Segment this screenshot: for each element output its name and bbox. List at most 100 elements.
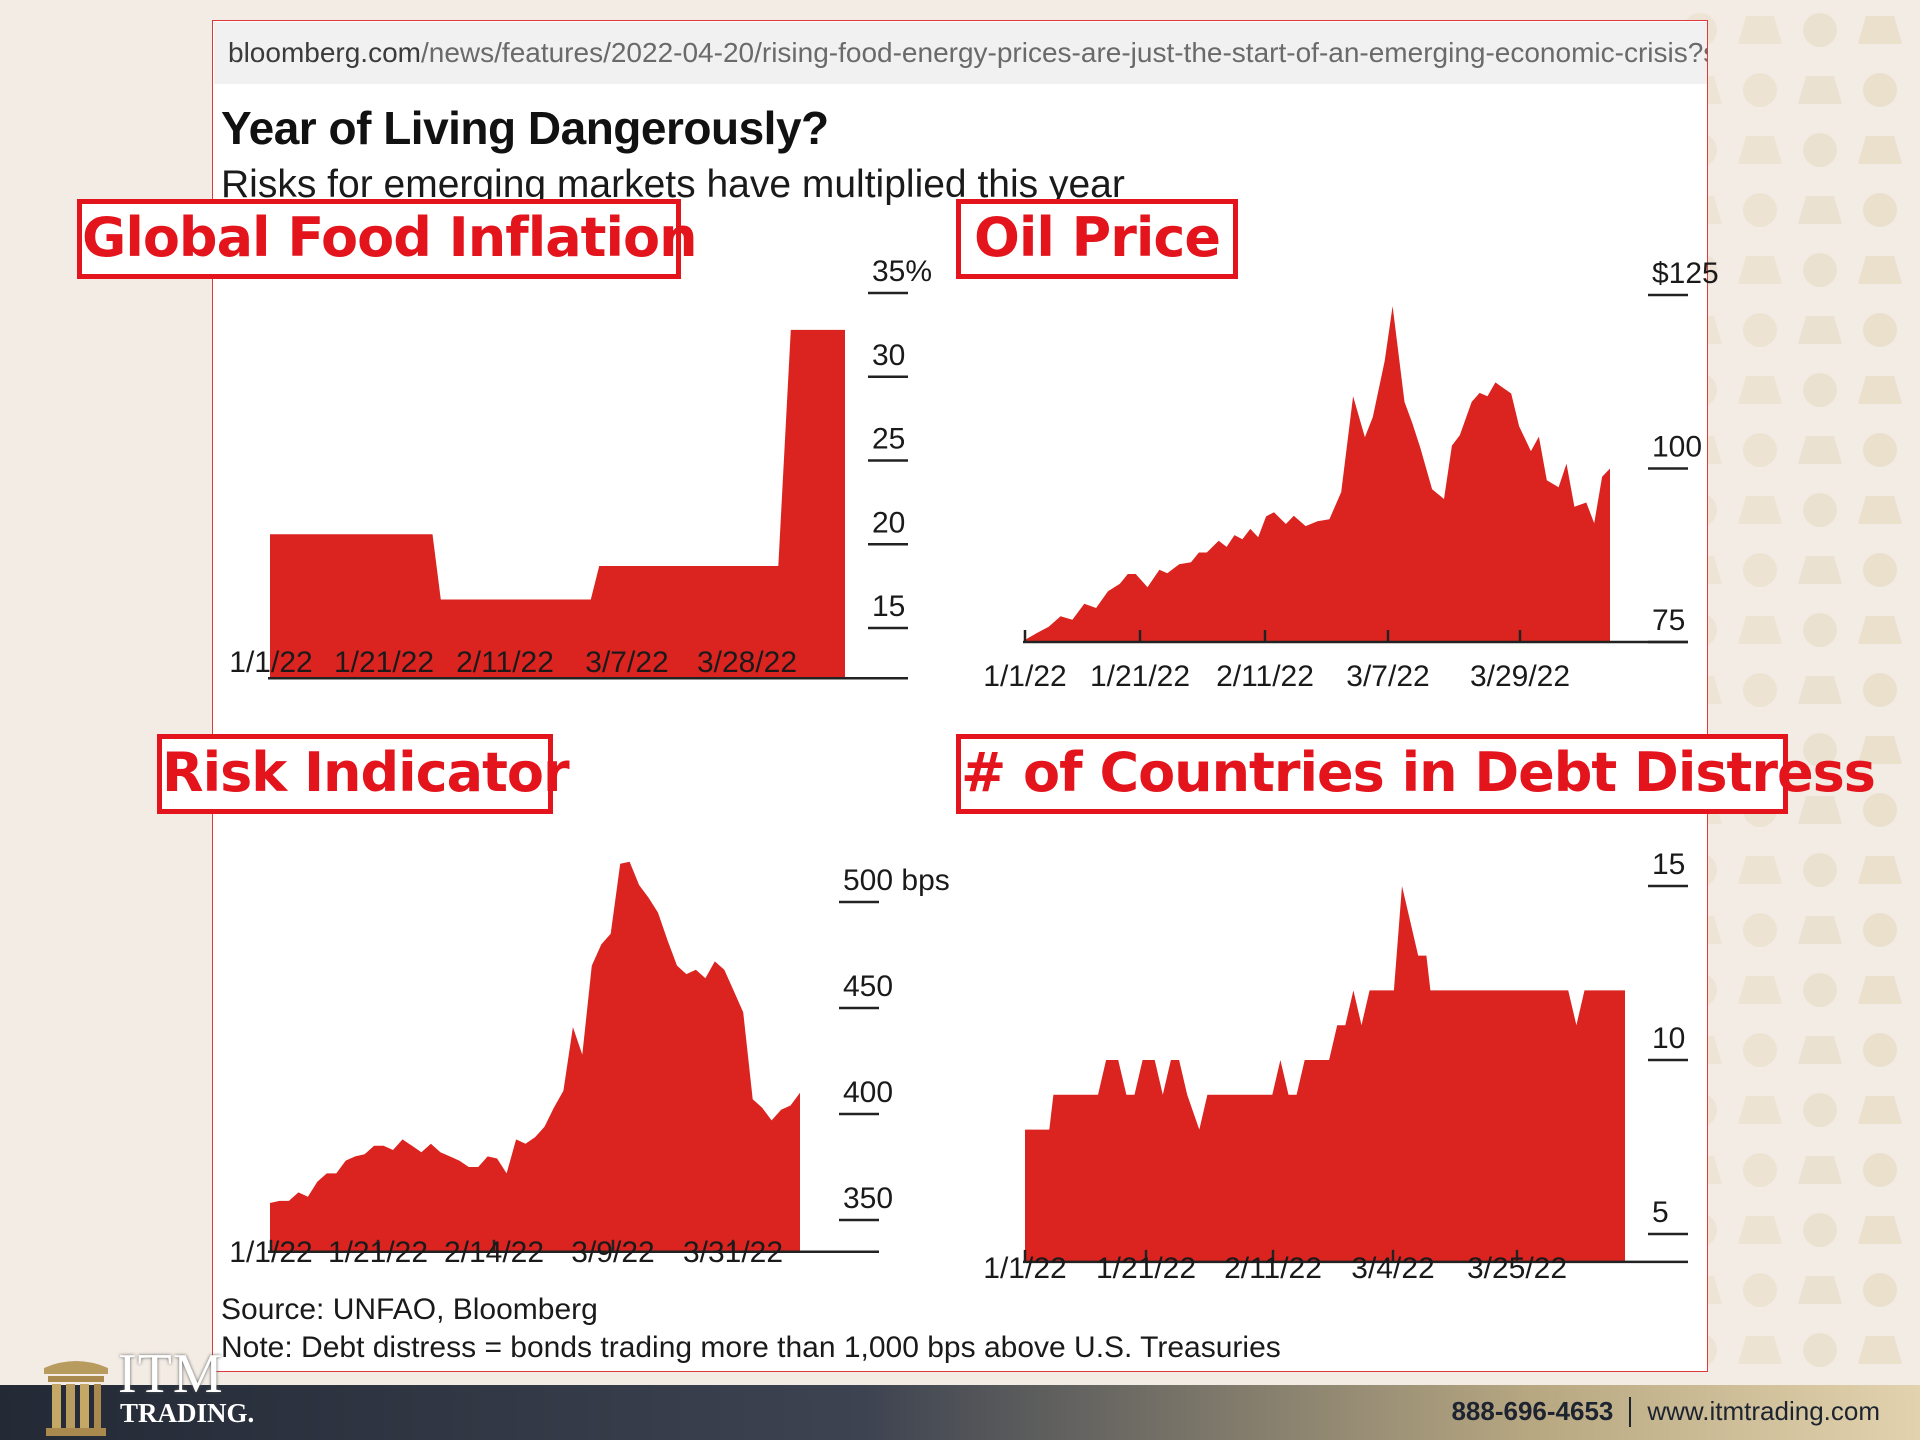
url-domain: bloomberg.com xyxy=(228,37,421,68)
pattern-shape xyxy=(1743,553,1777,587)
pattern-shape xyxy=(1738,856,1782,884)
callout-risk-indicator: Risk Indicator xyxy=(157,734,570,814)
x-tick-label: 3/28/22 xyxy=(697,646,797,679)
pattern-shape xyxy=(1803,133,1837,167)
pattern-shape xyxy=(1743,433,1777,467)
x-tick-label: 1/1/22 xyxy=(983,1252,1066,1285)
pattern-shape xyxy=(1858,376,1902,404)
y-tick-label: 25 xyxy=(872,423,905,456)
pattern-shape xyxy=(1858,1216,1902,1244)
pattern-shape xyxy=(1743,1273,1777,1307)
pattern-shape xyxy=(1858,976,1902,1004)
url-path: /news/features/2022-04-20/rising-food-en… xyxy=(420,37,1707,68)
pattern-shape xyxy=(1743,673,1777,707)
pattern-shape xyxy=(1798,76,1842,104)
pattern-shape xyxy=(1798,316,1842,344)
x-tick-label: 1/1/22 xyxy=(229,646,312,679)
pattern-shape xyxy=(1863,73,1897,107)
area-series xyxy=(1025,306,1610,642)
area-series xyxy=(1025,886,1625,1262)
pattern-shape xyxy=(1803,973,1837,1007)
y-tick-label: 450 xyxy=(843,970,893,1003)
x-tick-label: 1/1/22 xyxy=(229,1236,312,1269)
phone-number[interactable]: 888-696-4653 xyxy=(1451,1396,1614,1426)
pattern-shape xyxy=(1858,1336,1902,1364)
pattern-shape xyxy=(1743,73,1777,107)
pattern-shape xyxy=(1798,556,1842,584)
website-link[interactable]: www.itmtrading.com xyxy=(1647,1396,1880,1426)
pattern-shape xyxy=(1803,613,1837,647)
pattern-shape xyxy=(1803,13,1837,47)
x-tick-label: 3/7/22 xyxy=(585,646,668,679)
pattern-shape xyxy=(1803,253,1837,287)
pattern-shape xyxy=(1858,136,1902,164)
area-series xyxy=(270,861,800,1252)
x-tick-label: 1/21/22 xyxy=(334,646,434,679)
x-tick-label: 1/21/22 xyxy=(328,1236,428,1269)
pattern-shape xyxy=(1863,433,1897,467)
pattern-shape xyxy=(1738,256,1782,284)
url-bar[interactable]: bloomberg.com/news/features/2022-04-20/r… xyxy=(214,22,1707,84)
pattern-shape xyxy=(1863,913,1897,947)
pattern-shape xyxy=(1798,436,1842,464)
pattern-shape xyxy=(1803,1213,1837,1247)
y-tick-label: 350 xyxy=(843,1182,893,1215)
brand-subname: TRADING. xyxy=(120,1398,255,1428)
pattern-shape xyxy=(1863,793,1897,827)
pattern-shape xyxy=(1738,136,1782,164)
headline: Year of Living Dangerously? xyxy=(221,102,829,154)
pattern-shape xyxy=(1798,916,1842,944)
y-tick-label: 75 xyxy=(1652,604,1685,637)
brand-name: ITM xyxy=(118,1343,224,1405)
x-tick-label: 3/4/22 xyxy=(1351,1252,1434,1285)
y-tick-label: 15 xyxy=(1652,848,1685,881)
x-tick-label: 1/21/22 xyxy=(1096,1252,1196,1285)
subheadline: Risks for emerging markets have multipli… xyxy=(221,163,1125,206)
pattern-shape xyxy=(1738,1216,1782,1244)
pattern-shape xyxy=(1803,493,1837,527)
x-tick-label: 2/11/22 xyxy=(1216,660,1314,693)
pattern-shape xyxy=(1798,1036,1842,1064)
y-tick-label: 100 xyxy=(1652,431,1702,464)
pattern-shape xyxy=(1863,1273,1897,1307)
footnote: Note: Debt distress = bonds trading more… xyxy=(221,1331,1281,1364)
pattern-shape xyxy=(1803,853,1837,887)
pattern-shape xyxy=(1863,193,1897,227)
contact-info: 888-696-4653 www.itmtrading.com xyxy=(1451,1396,1880,1427)
pattern-shape xyxy=(1738,1096,1782,1124)
x-tick-label: 3/7/22 xyxy=(1346,660,1429,693)
pattern-shape xyxy=(1738,376,1782,404)
divider xyxy=(1629,1396,1632,1427)
callout-food-inflation: Global Food Inflation xyxy=(77,199,698,279)
y-tick-label: 15 xyxy=(872,590,905,623)
y-tick-label: 20 xyxy=(872,506,905,539)
pattern-shape xyxy=(1738,16,1782,44)
pattern-shape xyxy=(1743,193,1777,227)
area-series xyxy=(270,329,845,679)
callout-oil-price: Oil Price xyxy=(956,199,1238,279)
itm-pillar-logo-icon xyxy=(44,1361,108,1436)
y-tick-label: 35% xyxy=(872,255,932,288)
pattern-shape xyxy=(1858,616,1902,644)
x-tick-label: 3/29/22 xyxy=(1470,660,1570,693)
pattern-shape xyxy=(1803,1333,1837,1367)
pattern-shape xyxy=(1798,676,1842,704)
y-tick-label: 400 xyxy=(843,1076,893,1109)
pattern-shape xyxy=(1738,496,1782,524)
pattern-shape xyxy=(1738,976,1782,1004)
x-tick-label: 2/11/22 xyxy=(1224,1252,1322,1285)
pattern-shape xyxy=(1863,313,1897,347)
pattern-shape xyxy=(1738,616,1782,644)
x-tick-label: 2/14/22 xyxy=(444,1236,544,1269)
pattern-shape xyxy=(1863,1153,1897,1187)
x-tick-label: 2/11/22 xyxy=(456,646,554,679)
source-note: Source: UNFAO, Bloomberg xyxy=(221,1293,598,1326)
y-tick-label: 5 xyxy=(1652,1196,1669,1229)
pattern-shape xyxy=(1858,496,1902,524)
pattern-shape xyxy=(1863,1033,1897,1067)
x-tick-label: 3/25/22 xyxy=(1467,1252,1567,1285)
